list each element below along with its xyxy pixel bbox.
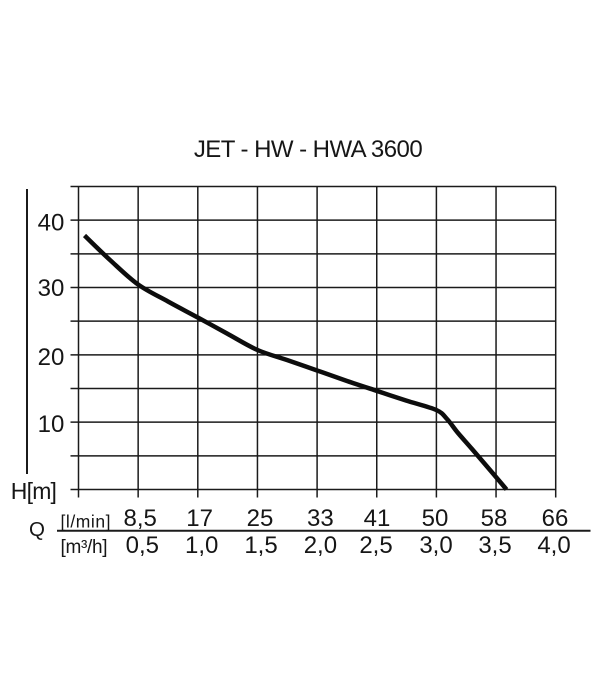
svg-text:2,0: 2,0 (304, 532, 337, 559)
svg-text:33: 33 (307, 505, 334, 532)
svg-text:58: 58 (481, 505, 508, 532)
svg-text:H[m]: H[m] (11, 478, 56, 504)
svg-text:[l/min]: [l/min] (61, 512, 112, 532)
svg-text:17: 17 (186, 505, 213, 532)
svg-text:2,5: 2,5 (359, 532, 392, 559)
svg-text:JET - HW - HWA 3600: JET - HW - HWA 3600 (194, 136, 422, 163)
svg-text:20: 20 (38, 344, 65, 371)
svg-text:3,0: 3,0 (419, 532, 452, 559)
svg-text:25: 25 (247, 505, 274, 532)
svg-text:40: 40 (38, 209, 65, 236)
svg-text:30: 30 (38, 275, 65, 302)
svg-text:66: 66 (542, 505, 569, 532)
svg-text:10: 10 (38, 411, 65, 438)
svg-text:8,5: 8,5 (124, 505, 157, 532)
svg-text:0,5: 0,5 (126, 532, 159, 559)
svg-text:1,0: 1,0 (185, 532, 218, 559)
svg-text:[m³/h]: [m³/h] (61, 537, 108, 558)
svg-text:1,5: 1,5 (244, 532, 277, 559)
svg-text:50: 50 (422, 505, 449, 532)
svg-text:41: 41 (364, 505, 391, 532)
svg-text:3,5: 3,5 (478, 532, 511, 559)
svg-text:4,0: 4,0 (537, 532, 570, 559)
svg-text:Q: Q (29, 518, 45, 541)
